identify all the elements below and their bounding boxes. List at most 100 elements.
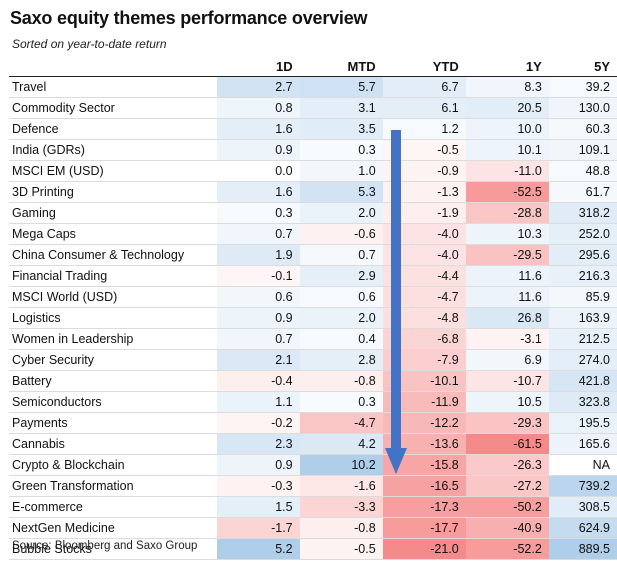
row-label: Semiconductors bbox=[9, 391, 217, 413]
row-label: Green Transformation bbox=[9, 475, 217, 497]
cell-1y: 11.6 bbox=[465, 286, 549, 308]
cell-1y: 10.1 bbox=[465, 139, 549, 161]
table-row: Financial Trading -0.1 2.9 -4.4 11.6 216.3 bbox=[9, 265, 617, 287]
cell-1d: 0.9 bbox=[216, 454, 300, 476]
table-row: India (GDRs) 0.9 0.3 -0.5 10.1 109.1 bbox=[9, 139, 617, 161]
source-note: Source: Bloomberg and Saxo Group bbox=[12, 540, 198, 552]
cell-mtd: -0.5 bbox=[299, 538, 383, 560]
table-row: Travel 2.7 5.7 6.7 8.3 39.2 bbox=[9, 76, 617, 98]
header-1d: 1D bbox=[216, 56, 300, 77]
cell-ytd: -4.0 bbox=[382, 223, 466, 245]
cell-1d: -1.7 bbox=[216, 517, 300, 539]
cell-5y: 308.5 bbox=[548, 496, 617, 518]
cell-ytd: -17.3 bbox=[382, 496, 466, 518]
table-row: MSCI World (USD) 0.6 0.6 -4.7 11.6 85.9 bbox=[9, 286, 617, 308]
cell-5y: 195.5 bbox=[548, 412, 617, 434]
cell-5y: 60.3 bbox=[548, 118, 617, 140]
table-row: Mega Caps 0.7 -0.6 -4.0 10.3 252.0 bbox=[9, 223, 617, 245]
row-label: Gaming bbox=[9, 202, 217, 224]
row-label: Crypto & Blockchain bbox=[9, 454, 217, 476]
row-label: Financial Trading bbox=[9, 265, 217, 287]
cell-5y: 739.2 bbox=[548, 475, 617, 497]
cell-1d: 0.7 bbox=[216, 223, 300, 245]
table-row: 3D Printing 1.6 5.3 -1.3 -52.5 61.7 bbox=[9, 181, 617, 203]
row-label: Mega Caps bbox=[9, 223, 217, 245]
arrow-head bbox=[385, 448, 407, 474]
table-row: NextGen Medicine -1.7 -0.8 -17.7 -40.9 624.9 bbox=[9, 517, 617, 539]
row-label: E-commerce bbox=[9, 496, 217, 518]
cell-1d: 0.0 bbox=[216, 160, 300, 182]
cell-mtd: 4.2 bbox=[299, 433, 383, 455]
cell-mtd: 0.4 bbox=[299, 328, 383, 350]
chart-subtitle: Sorted on year-to-date return bbox=[12, 37, 167, 51]
cell-5y: 323.8 bbox=[548, 391, 617, 413]
cell-mtd: -0.8 bbox=[299, 517, 383, 539]
cell-ytd: -4.4 bbox=[382, 265, 466, 287]
cell-ytd: -15.8 bbox=[382, 454, 466, 476]
table-row: Defence 1.6 3.5 1.2 10.0 60.3 bbox=[9, 118, 617, 140]
cell-5y: 109.1 bbox=[548, 139, 617, 161]
row-label: Logistics bbox=[9, 307, 217, 329]
cell-1y: -29.5 bbox=[465, 244, 549, 266]
row-label: China Consumer & Technology bbox=[9, 244, 217, 266]
cell-ytd: -7.9 bbox=[382, 349, 466, 371]
performance-table: 1D MTD YTD 1Y 5Y Travel 2.7 5.7 6.7 8.3 39.2 C… bbox=[9, 56, 617, 560]
cell-1d: 1.9 bbox=[216, 244, 300, 266]
cell-ytd: -11.9 bbox=[382, 391, 466, 413]
cell-1d: 1.5 bbox=[216, 496, 300, 518]
cell-1d: 0.9 bbox=[216, 139, 300, 161]
cell-ytd: 6.1 bbox=[382, 97, 466, 119]
cell-1d: 1.6 bbox=[216, 181, 300, 203]
cell-1d: 2.3 bbox=[216, 433, 300, 455]
cell-5y: 130.0 bbox=[548, 97, 617, 119]
table-row: China Consumer & Technology 1.9 0.7 -4.0 -29… bbox=[9, 244, 617, 266]
cell-5y: 252.0 bbox=[548, 223, 617, 245]
header-mtd: MTD bbox=[299, 56, 383, 77]
cell-5y: 889.5 bbox=[548, 538, 617, 560]
table-row: Crypto & Blockchain 0.9 10.2 -15.8 -26.3 NA bbox=[9, 454, 617, 476]
cell-ytd: -0.9 bbox=[382, 160, 466, 182]
cell-1y: 10.5 bbox=[465, 391, 549, 413]
cell-5y: 163.9 bbox=[548, 307, 617, 329]
cell-5y: 421.8 bbox=[548, 370, 617, 392]
cell-ytd: -10.1 bbox=[382, 370, 466, 392]
row-label: MSCI EM (USD) bbox=[9, 160, 217, 182]
cell-ytd: -4.0 bbox=[382, 244, 466, 266]
cell-5y: 318.2 bbox=[548, 202, 617, 224]
row-label: Payments bbox=[9, 412, 217, 434]
down-arrow-icon bbox=[385, 130, 407, 474]
row-label: MSCI World (USD) bbox=[9, 286, 217, 308]
cell-mtd: 2.0 bbox=[299, 307, 383, 329]
header-blank bbox=[9, 56, 217, 77]
cell-1y: -11.0 bbox=[465, 160, 549, 182]
table-row: Green Transformation -0.3 -1.6 -16.5 -27.2 73… bbox=[9, 475, 617, 497]
cell-1y: -26.3 bbox=[465, 454, 549, 476]
cell-mtd: 5.7 bbox=[299, 76, 383, 98]
cell-1y: -28.8 bbox=[465, 202, 549, 224]
cell-ytd: -12.2 bbox=[382, 412, 466, 434]
row-label: 3D Printing bbox=[9, 181, 217, 203]
row-label: Cyber Security bbox=[9, 349, 217, 371]
cell-1d: 0.9 bbox=[216, 307, 300, 329]
cell-mtd: -1.6 bbox=[299, 475, 383, 497]
cell-ytd: -1.9 bbox=[382, 202, 466, 224]
cell-ytd: -16.5 bbox=[382, 475, 466, 497]
cell-5y: 212.5 bbox=[548, 328, 617, 350]
table-row: Cyber Security 2.1 2.8 -7.9 6.9 274.0 bbox=[9, 349, 617, 371]
cell-ytd: -6.8 bbox=[382, 328, 466, 350]
cell-mtd: 3.1 bbox=[299, 97, 383, 119]
cell-mtd: 2.8 bbox=[299, 349, 383, 371]
cell-1y: -10.7 bbox=[465, 370, 549, 392]
cell-1d: 0.8 bbox=[216, 97, 300, 119]
table-row: Logistics 0.9 2.0 -4.8 26.8 163.9 bbox=[9, 307, 617, 329]
cell-5y: 624.9 bbox=[548, 517, 617, 539]
cell-ytd: -4.8 bbox=[382, 307, 466, 329]
row-label: Women in Leadership bbox=[9, 328, 217, 350]
cell-1d: 2.7 bbox=[216, 76, 300, 98]
cell-mtd: -0.8 bbox=[299, 370, 383, 392]
cell-1y: 8.3 bbox=[465, 76, 549, 98]
table-row: Semiconductors 1.1 0.3 -11.9 10.5 323.8 bbox=[9, 391, 617, 413]
header-row: 1D MTD YTD 1Y 5Y bbox=[9, 56, 617, 77]
cell-1d: 1.1 bbox=[216, 391, 300, 413]
arrow-shaft bbox=[391, 130, 401, 452]
